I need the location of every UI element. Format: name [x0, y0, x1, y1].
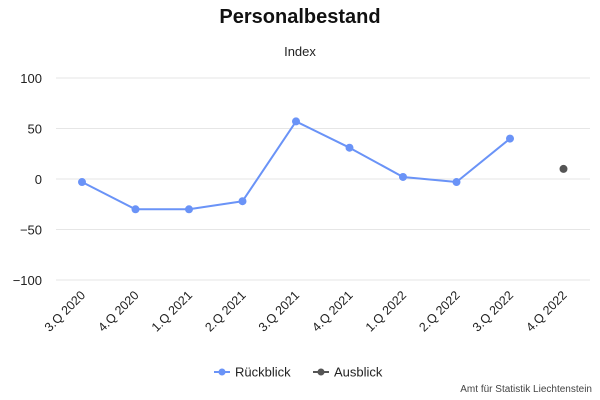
data-point	[78, 178, 86, 187]
legend-item: Rückblick	[214, 365, 291, 380]
legend-label: Rückblick	[235, 365, 291, 380]
y-tick-label: 100	[20, 71, 42, 86]
x-tick-label: 1.Q 2021	[149, 288, 195, 334]
data-point	[506, 134, 514, 143]
x-tick-label: 3.Q 2020	[42, 288, 88, 334]
data-point	[131, 205, 140, 214]
source-credit: Amt für Statistik Liechtenstein	[460, 384, 592, 395]
y-axis-tick-labels: 100 50 0 −50 −100	[13, 71, 42, 288]
x-tick-label: 3.Q 2021	[256, 288, 302, 334]
y-tick-label: −50	[20, 223, 42, 238]
data-point	[399, 172, 407, 181]
data-point	[185, 205, 193, 214]
series-line-0	[81, 120, 511, 211]
series-layer	[78, 117, 568, 214]
x-tick-label: 2.Q 2022	[416, 288, 462, 334]
legend: Rückblick Ausblick	[214, 365, 383, 380]
x-tick-label: 4.Q 2020	[95, 288, 141, 334]
legend-marker	[218, 368, 226, 376]
legend-item: Ausblick	[313, 365, 383, 380]
chart-title: Personalbestand	[219, 6, 381, 28]
x-tick-label: 4.Q 2022	[523, 288, 569, 334]
data-point	[292, 117, 300, 126]
y-tick-label: 50	[28, 122, 42, 137]
legend-marker	[317, 368, 325, 376]
x-tick-label: 2.Q 2021	[202, 288, 248, 334]
legend-label: Ausblick	[334, 365, 383, 380]
data-point	[559, 164, 568, 173]
x-tick-label: 1.Q 2022	[363, 288, 409, 334]
x-tick-label: 3.Q 2022	[470, 288, 516, 334]
data-point	[238, 197, 247, 206]
data-point	[452, 178, 461, 187]
y-tick-label: −100	[13, 273, 42, 288]
x-tick-label: 4.Q 2021	[309, 288, 355, 334]
chart-subtitle: Index	[284, 44, 316, 59]
y-tick-label: 0	[35, 172, 42, 187]
x-axis-tick-labels: 3.Q 2020 4.Q 2020 1.Q 2021 2.Q 2021 3.Q 2021…	[42, 288, 570, 334]
data-point	[345, 143, 354, 152]
grid-lines	[56, 77, 590, 281]
